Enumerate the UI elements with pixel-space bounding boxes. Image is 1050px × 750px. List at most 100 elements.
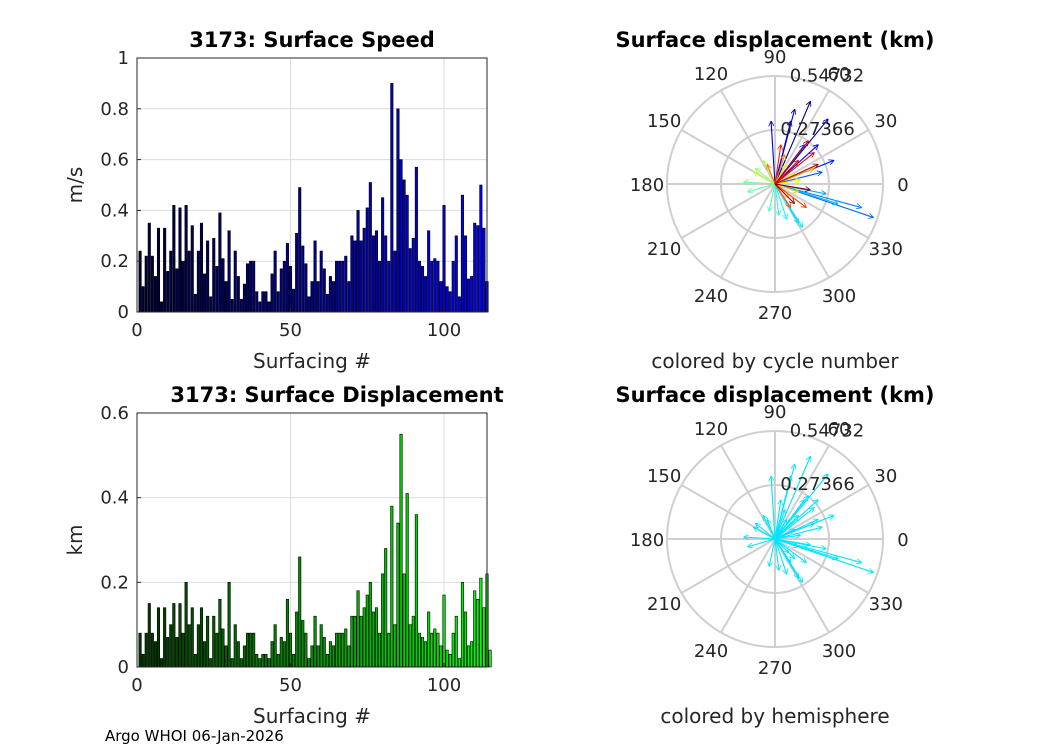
displacement-bar bbox=[230, 658, 234, 668]
displacement-bar bbox=[460, 582, 464, 668]
speed-bar bbox=[221, 258, 225, 313]
speed-bar bbox=[160, 301, 164, 313]
speed-xtick-label: 0 bbox=[131, 320, 142, 341]
speed-ylabel: m/s bbox=[63, 167, 87, 204]
polar-hemisphere-arrow bbox=[774, 515, 799, 540]
polar-hemisphere-angle-label: 330 bbox=[869, 594, 903, 615]
displacement-bar bbox=[215, 632, 219, 668]
speed-ytick-label: 0.6 bbox=[100, 150, 129, 171]
speed-bar bbox=[387, 260, 391, 313]
speed-bar bbox=[141, 286, 145, 313]
speed-bar bbox=[242, 283, 246, 313]
polar-hemisphere-arrow bbox=[774, 538, 791, 563]
polar-hemisphere-arrow bbox=[774, 538, 779, 571]
speed-bar bbox=[301, 245, 305, 313]
speed-bar bbox=[467, 278, 471, 313]
polar-cycle-ring-label: 0.27366 bbox=[780, 119, 854, 140]
displacement-bar bbox=[353, 615, 357, 668]
polar-hemisphere-arrow bbox=[774, 538, 799, 547]
displacement-bar bbox=[150, 632, 154, 668]
displacement-bar bbox=[414, 514, 418, 668]
displacement-bar bbox=[454, 615, 458, 668]
displacement-bar bbox=[359, 615, 363, 668]
displacement-bar bbox=[451, 632, 455, 668]
displacement-bar bbox=[316, 645, 320, 668]
displacement-bar bbox=[199, 607, 204, 668]
displacement-ticks: 0 50 100 0 0.2 0.4 0.6 bbox=[100, 403, 461, 696]
polar-hemisphere-ring-label: 0.27366 bbox=[780, 474, 854, 495]
speed-xtick-label: 100 bbox=[427, 320, 461, 341]
displacement-bar bbox=[160, 658, 164, 668]
speed-bar bbox=[184, 205, 188, 313]
polar-cycle-arrow bbox=[774, 160, 799, 185]
polar-hemisphere-arrow bbox=[774, 476, 791, 540]
speed-bar bbox=[264, 291, 268, 313]
displacement-bar bbox=[381, 573, 385, 668]
displacement-bar bbox=[273, 624, 277, 668]
displacement-bar bbox=[261, 653, 265, 668]
displacement-bar bbox=[390, 505, 394, 668]
speed-bar bbox=[295, 232, 299, 313]
polar-hemisphere-arrow bbox=[774, 500, 781, 540]
displacement-bar bbox=[147, 603, 151, 668]
displacement-bar bbox=[138, 632, 142, 668]
polar-hemisphere-arrow bbox=[769, 538, 776, 567]
speed-bar bbox=[307, 296, 311, 313]
displacement-bar bbox=[476, 598, 480, 668]
displacement-ytick-label: 0 bbox=[118, 657, 129, 678]
speed-bar bbox=[341, 260, 345, 313]
displacement-bar bbox=[470, 641, 474, 668]
displacement-bar bbox=[181, 632, 185, 668]
polar-hemisphere-arrows bbox=[743, 456, 873, 582]
speed-bar bbox=[172, 205, 176, 313]
polar-cycle-arrow bbox=[774, 152, 814, 185]
polar-hemisphere-angle-label: 120 bbox=[694, 419, 728, 440]
speed-bar bbox=[316, 281, 320, 313]
speed-bar bbox=[390, 83, 394, 313]
speed-bar bbox=[371, 235, 375, 313]
speed-bar bbox=[288, 265, 293, 313]
speed-bar bbox=[233, 250, 237, 313]
displacement-bar bbox=[224, 645, 228, 668]
polar-hemisphere-arrow bbox=[774, 538, 787, 575]
polar-hemisphere-angle-label: 210 bbox=[647, 594, 681, 615]
displacement-bar bbox=[245, 632, 250, 668]
speed-xtick-label: 50 bbox=[279, 320, 302, 341]
speed-bar bbox=[414, 166, 418, 313]
displacement-bar bbox=[307, 658, 311, 668]
displacement-bar bbox=[310, 645, 314, 668]
speed-bar bbox=[384, 235, 388, 313]
polar-cycle-angle-label: 300 bbox=[822, 286, 856, 307]
speed-bar bbox=[368, 182, 372, 313]
speed-bar bbox=[138, 250, 142, 313]
speed-bar bbox=[433, 258, 437, 313]
displacement-bar bbox=[193, 653, 197, 668]
polar-cycle-angle-label: 30 bbox=[874, 111, 897, 132]
speed-bar bbox=[396, 108, 400, 313]
displacement-bar bbox=[242, 645, 246, 668]
speed-ticks: 0 50 100 0 0.2 0.4 0.6 0.8 1 bbox=[100, 48, 461, 341]
speed-bar bbox=[427, 230, 431, 313]
speed-bar bbox=[347, 281, 351, 313]
polar-hemisphere-arrow bbox=[771, 476, 776, 540]
speed-bar bbox=[417, 260, 421, 313]
speed-bar bbox=[270, 273, 274, 313]
polar-cycle-arrow bbox=[774, 141, 809, 185]
footer-stamp: Argo WHOI 06-Jan-2026 bbox=[105, 727, 284, 745]
polar-cycle-arrow bbox=[774, 180, 801, 185]
displacement-bar bbox=[405, 493, 409, 668]
speed-bar bbox=[255, 291, 259, 313]
speed-bar bbox=[436, 260, 440, 313]
speed-bar bbox=[227, 230, 231, 313]
displacement-bar bbox=[448, 653, 452, 668]
displacement-bar bbox=[356, 590, 360, 668]
speed-bar bbox=[292, 288, 296, 313]
polar-hemisphere-arrow bbox=[774, 535, 801, 540]
polar-hemisphere-angle-label: 240 bbox=[694, 641, 728, 662]
speed-bar bbox=[193, 293, 197, 313]
displacement-bar bbox=[218, 598, 222, 668]
speed-bar bbox=[448, 291, 452, 313]
polar-hemisphere-labels: 0 30 60 90 120 150 180 210 240 270 300 330 0.27366 0.… bbox=[630, 402, 909, 679]
displacement-bar bbox=[374, 607, 379, 668]
speed-title: 3173: Surface Speed bbox=[189, 28, 435, 52]
